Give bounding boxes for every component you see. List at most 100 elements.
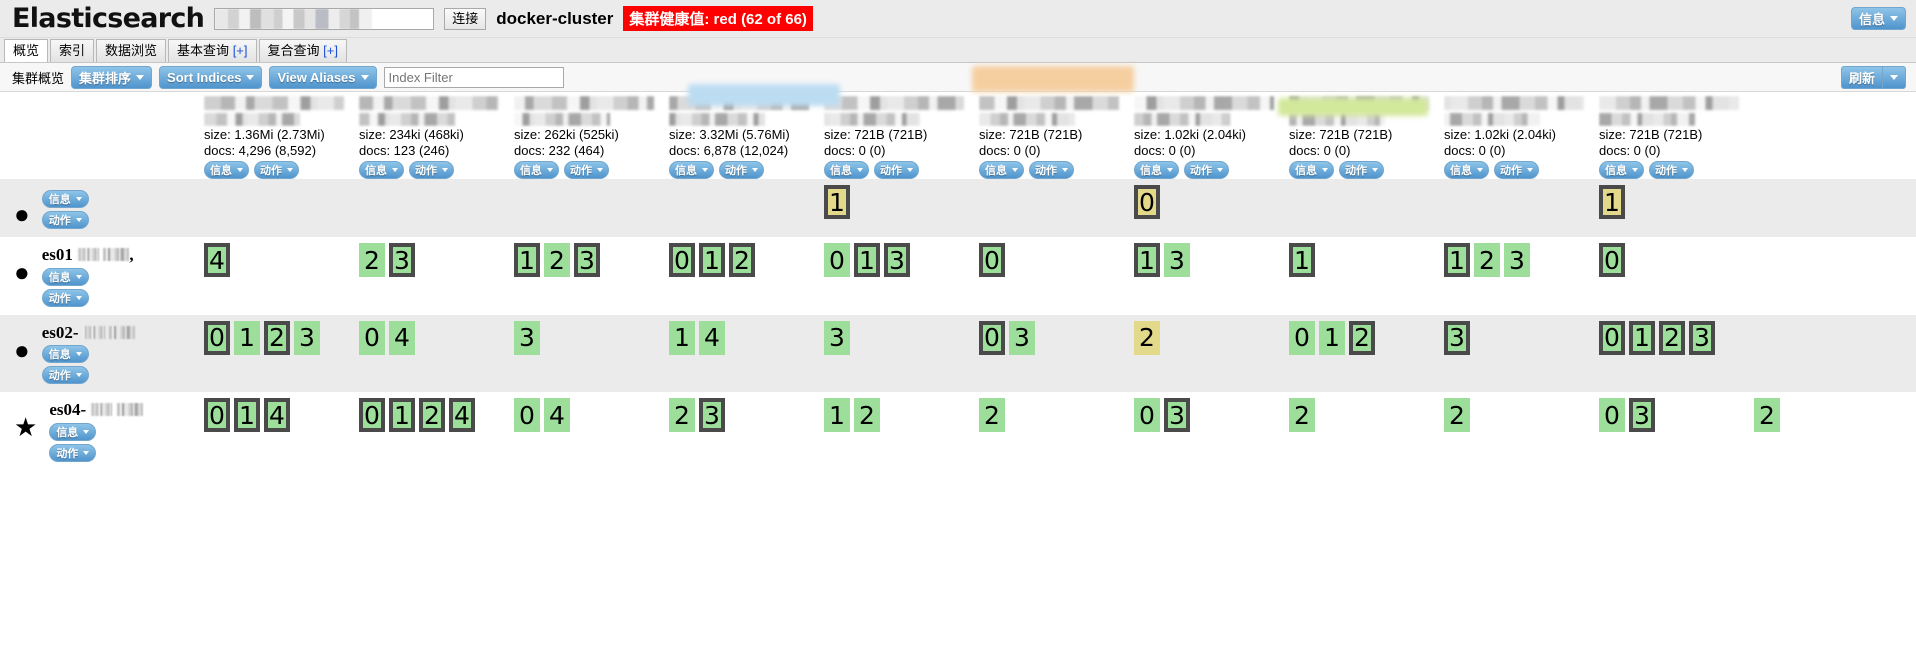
shard-cell[interactable]: 0 [1134, 185, 1160, 219]
shard-cell[interactable]: 1 [234, 320, 260, 355]
index-action-button[interactable]: 动作 [719, 161, 764, 179]
shard-cell[interactable]: 0 [1134, 398, 1160, 433]
index-info-button[interactable]: 信息 [514, 161, 559, 179]
shard-cell[interactable]: 3 [824, 320, 850, 355]
index-action-button[interactable]: 动作 [1339, 161, 1384, 179]
node-action-button[interactable]: 动作 [41, 366, 89, 385]
tab-browse[interactable]: 数据浏览 [96, 39, 167, 62]
shard-cell[interactable]: 0 [979, 320, 1005, 355]
shard-cell[interactable]: 2 [979, 398, 1005, 433]
shard-cell[interactable]: 1 [514, 243, 540, 277]
index-action-button[interactable]: 动作 [409, 161, 454, 179]
index-filter-input[interactable] [383, 66, 564, 88]
shard-cell[interactable]: 2 [669, 398, 695, 433]
shard-cell[interactable]: 1 [824, 185, 850, 219]
shard-cell[interactable]: 0 [359, 398, 385, 433]
index-action-button[interactable]: 动作 [874, 161, 919, 179]
node-action-button[interactable]: 动作 [49, 443, 97, 462]
shard-cell[interactable]: 1 [824, 398, 850, 433]
shard-cell[interactable]: 3 [1164, 398, 1190, 433]
shard-cell[interactable]: 1 [234, 398, 260, 433]
node-action-button[interactable]: 动作 [41, 288, 89, 307]
shard-cell[interactable]: 3 [1504, 243, 1530, 277]
shard-cell[interactable]: 2 [1349, 320, 1375, 355]
shard-cell[interactable]: 0 [1599, 243, 1625, 277]
shard-cell[interactable]: 0 [514, 398, 540, 433]
shard-cell[interactable]: 2 [359, 243, 385, 277]
index-info-button[interactable]: 信息 [669, 161, 714, 179]
shard-cell[interactable]: 0 [204, 398, 230, 433]
shard-cell[interactable]: 1 [1444, 243, 1470, 277]
shard-cell[interactable]: 4 [389, 320, 415, 355]
shard-cell[interactable]: 0 [204, 320, 230, 355]
shard-cell[interactable]: 2 [729, 243, 755, 277]
index-action-button[interactable]: 动作 [254, 161, 299, 179]
shard-cell[interactable]: 3 [1444, 320, 1470, 355]
shard-cell[interactable]: 3 [1629, 398, 1655, 433]
shard-cell[interactable]: 1 [1599, 185, 1625, 219]
refresh-button[interactable]: 刷新 [1840, 65, 1882, 89]
shard-cell[interactable]: 2 [1474, 243, 1500, 277]
shard-cell[interactable]: 2 [264, 320, 290, 355]
shard-cell[interactable]: 2 [544, 243, 570, 277]
index-info-button[interactable]: 信息 [824, 161, 869, 179]
shard-cell[interactable]: 3 [884, 243, 910, 277]
tab-overview[interactable]: 概览 [4, 39, 49, 62]
shard-cell[interactable]: 2 [1289, 398, 1315, 433]
shard-cell[interactable]: 2 [854, 398, 880, 433]
shard-cell[interactable]: 3 [699, 398, 725, 433]
shard-cell[interactable]: 0 [824, 243, 850, 277]
shard-cell[interactable]: 2 [419, 398, 445, 433]
tab-indices[interactable]: 索引 [50, 39, 95, 62]
shard-cell[interactable]: 2 [1444, 398, 1470, 433]
shard-cell[interactable]: 1 [389, 398, 415, 433]
shard-cell[interactable]: 1 [1629, 320, 1655, 355]
shard-cell[interactable]: 3 [389, 243, 415, 277]
node-info-button[interactable]: 信息 [49, 422, 97, 441]
shard-cell[interactable]: 3 [514, 320, 540, 355]
node-action-button[interactable]: 动作 [41, 211, 89, 229]
refresh-split-button[interactable]: 刷新 [1840, 65, 1906, 89]
shard-cell[interactable]: 4 [699, 320, 725, 355]
node-info-button[interactable]: 信息 [41, 267, 89, 286]
shard-cell[interactable]: 2 [1659, 320, 1685, 355]
shard-cell[interactable]: 1 [699, 243, 725, 277]
view-aliases-button[interactable]: View Aliases [269, 65, 377, 89]
index-info-button[interactable]: 信息 [979, 161, 1024, 179]
shard-cell[interactable]: 0 [1599, 398, 1625, 433]
shard-cell[interactable]: 0 [359, 320, 385, 355]
index-info-button[interactable]: 信息 [1134, 161, 1179, 179]
shard-cell[interactable]: 0 [1289, 320, 1315, 355]
index-info-button[interactable]: 信息 [1289, 161, 1334, 179]
shard-cell[interactable]: 3 [1689, 320, 1715, 355]
cluster-sort-button[interactable]: 集群排序 [71, 65, 153, 89]
shard-cell[interactable]: 1 [1134, 243, 1160, 277]
shard-cell[interactable]: 3 [294, 320, 320, 355]
shard-cell[interactable]: 1 [1319, 320, 1345, 355]
index-info-button[interactable]: 信息 [204, 161, 249, 179]
shard-cell[interactable]: 2 [1134, 320, 1160, 355]
node-info-button[interactable]: 信息 [41, 345, 89, 364]
shard-cell[interactable]: 3 [1164, 243, 1190, 277]
shard-cell[interactable]: 2 [1754, 398, 1780, 433]
sort-indices-button[interactable]: Sort Indices [159, 65, 263, 89]
shard-cell[interactable]: 4 [449, 398, 475, 433]
index-info-button[interactable]: 信息 [359, 161, 404, 179]
shard-cell[interactable]: 0 [979, 243, 1005, 277]
shard-cell[interactable]: 1 [1289, 243, 1315, 277]
node-info-button[interactable]: 信息 [41, 190, 89, 208]
index-action-button[interactable]: 动作 [1184, 161, 1229, 179]
index-action-button[interactable]: 动作 [1649, 161, 1694, 179]
shard-cell[interactable]: 1 [669, 320, 695, 355]
index-info-button[interactable]: 信息 [1599, 161, 1644, 179]
refresh-dropdown-button[interactable] [1882, 65, 1906, 89]
index-action-button[interactable]: 动作 [1029, 161, 1074, 179]
index-action-button[interactable]: 动作 [1494, 161, 1539, 179]
tab-composite-query[interactable]: 复合查询 [+] [258, 39, 347, 62]
header-info-button[interactable]: 信息 [1850, 7, 1906, 30]
shard-cell[interactable]: 3 [574, 243, 600, 277]
shard-cell[interactable]: 1 [854, 243, 880, 277]
shard-cell[interactable]: 4 [204, 243, 230, 277]
host-input[interactable] [214, 7, 435, 30]
index-action-button[interactable]: 动作 [564, 161, 609, 179]
